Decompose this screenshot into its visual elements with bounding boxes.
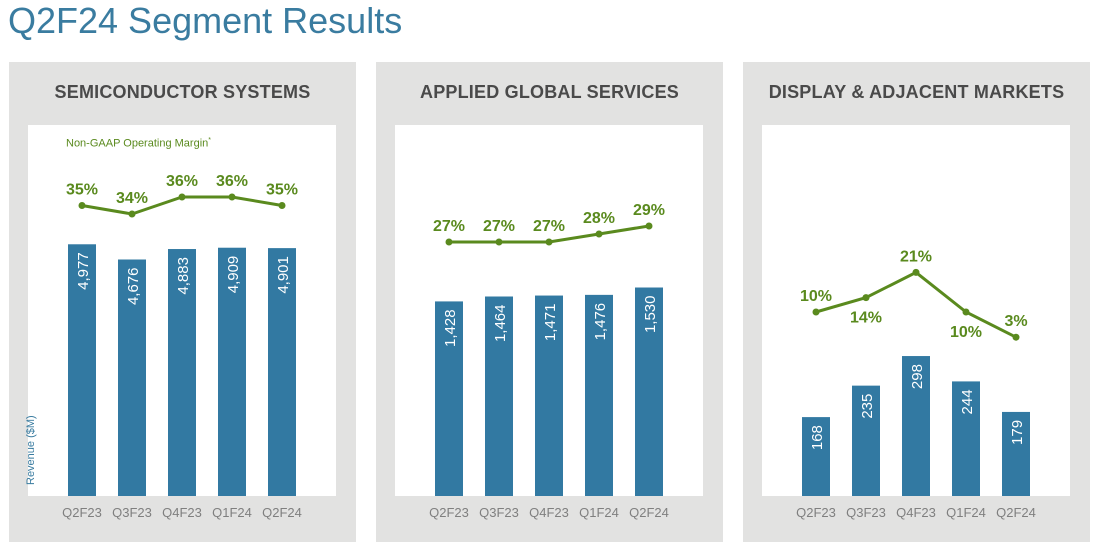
margin-point	[912, 268, 920, 276]
margin-value-label: 10%	[800, 288, 832, 305]
revenue-bar	[902, 356, 930, 496]
bar-value-label: 1,476	[592, 303, 609, 341]
panel-title: APPLIED GLOBAL SERVICES	[420, 82, 679, 102]
margin-point	[178, 193, 186, 201]
margin-value-label: 35%	[266, 182, 298, 199]
margin-value-label: 36%	[166, 173, 198, 190]
revenue-bar	[635, 287, 663, 496]
margin-value-label: 3%	[1004, 313, 1027, 330]
chart-applied-global-services: 1,428 Q2F23 1,464 Q3F23 1,471 Q4F23 1,476 Q1F24…	[429, 202, 669, 520]
bar-value-label: 1,464	[492, 305, 509, 343]
revenue-bar	[168, 249, 196, 496]
panel-semiconductor-systems: SEMICONDUCTOR SYSTEMS Non-GAAP Operating…	[9, 62, 356, 542]
revenue-bar	[852, 385, 880, 496]
margin-value-label: 27%	[483, 218, 515, 235]
revenue-bar	[268, 248, 296, 496]
chart-display-adjacent-markets: 168 Q2F23 235 Q3F23 298 Q4F23 244 Q1F24 179 Q2F24…	[796, 248, 1036, 520]
panel-title: DISPLAY & ADJACENT MARKETS	[768, 82, 1065, 102]
x-tick-label: Q4F23	[896, 505, 936, 520]
margin-point	[812, 308, 820, 316]
margin-point	[1012, 333, 1020, 341]
bar-value-label: 1,530	[642, 296, 659, 334]
bar-value-label: 4,901	[275, 256, 292, 294]
margin-value-label: 27%	[433, 218, 465, 235]
revenue-bar	[485, 296, 513, 496]
revenue-bar	[118, 259, 146, 496]
margin-point	[645, 222, 653, 230]
bar-value-label: 4,676	[125, 268, 142, 306]
panel-display-adjacent-markets: DISPLAY & ADJACENT MARKETS 168 Q2F23 235 Q3…	[743, 62, 1090, 542]
x-tick-label: Q1F24	[579, 505, 619, 520]
revenue-bar	[218, 247, 246, 496]
margin-value-label: 28%	[583, 210, 615, 227]
margin-value-label: 21%	[900, 248, 932, 265]
x-tick-label: Q3F23	[479, 505, 519, 520]
margin-value-label: 14%	[850, 310, 882, 327]
panel-applied-global-services: APPLIED GLOBAL SERVICES 1,428 Q2F23 1,464 Q…	[376, 62, 723, 542]
x-tick-label: Q2F23	[796, 505, 836, 520]
bar-value-label: 168	[809, 425, 826, 450]
margin-value-label: 35%	[66, 182, 98, 199]
panel-title: SEMICONDUCTOR SYSTEMS	[54, 82, 311, 102]
margin-value-label: 34%	[116, 190, 148, 207]
revenue-bar	[435, 301, 463, 496]
margin-value-label: 29%	[633, 202, 665, 219]
x-tick-label: Q2F24	[262, 505, 302, 520]
margin-point	[128, 210, 136, 218]
margin-point	[862, 294, 870, 302]
bar-value-label: 1,471	[542, 304, 559, 342]
margin-point	[595, 230, 603, 238]
margin-point	[78, 202, 86, 209]
margin-value-label: 36%	[216, 173, 248, 190]
page-title: Q2F24 Segment Results	[8, 0, 403, 41]
margin-point	[278, 202, 286, 209]
revenue-bar	[952, 381, 980, 496]
bar-value-label: 298	[909, 364, 926, 389]
x-tick-label: Q2F24	[629, 505, 669, 520]
margin-point	[545, 238, 553, 246]
margin-line	[815, 270, 1017, 339]
x-tick-label: Q1F24	[212, 505, 252, 520]
x-tick-label: Q1F24	[946, 505, 986, 520]
x-tick-label: Q2F23	[429, 505, 469, 520]
margin-point	[495, 238, 503, 246]
bar-value-label: 244	[959, 389, 976, 414]
margin-point	[228, 193, 236, 201]
x-tick-label: Q2F23	[62, 505, 102, 520]
bar-value-label: 4,883	[175, 257, 192, 295]
x-tick-label: Q4F23	[529, 505, 569, 520]
x-tick-label: Q4F23	[162, 505, 202, 520]
chart-semiconductor-systems: 4,977 Q2F23 4,676 Q3F23 4,883 Q4F23 4,909 Q1F24…	[62, 173, 302, 520]
x-tick-label: Q2F24	[996, 505, 1036, 520]
revenue-bar	[802, 417, 830, 496]
margin-point	[445, 238, 453, 246]
revenue-bar	[535, 295, 563, 496]
margin-value-label: 27%	[533, 218, 565, 235]
x-tick-label: Q3F23	[112, 505, 152, 520]
bar-value-label: 4,977	[75, 252, 92, 290]
revenue-bar	[585, 294, 613, 496]
revenue-bar	[1002, 411, 1030, 496]
x-tick-label: Q3F23	[846, 505, 886, 520]
margin-value-label: 10%	[950, 324, 982, 341]
bar-value-label: 4,909	[225, 256, 242, 294]
bar-value-label: 1,428	[442, 309, 459, 347]
bar-value-label: 235	[859, 394, 876, 419]
margin-legend-note: Non-GAAP Operating Margin*	[66, 137, 211, 150]
revenue-bar	[68, 244, 96, 496]
margin-point	[962, 308, 970, 316]
bar-value-label: 179	[1009, 420, 1026, 445]
